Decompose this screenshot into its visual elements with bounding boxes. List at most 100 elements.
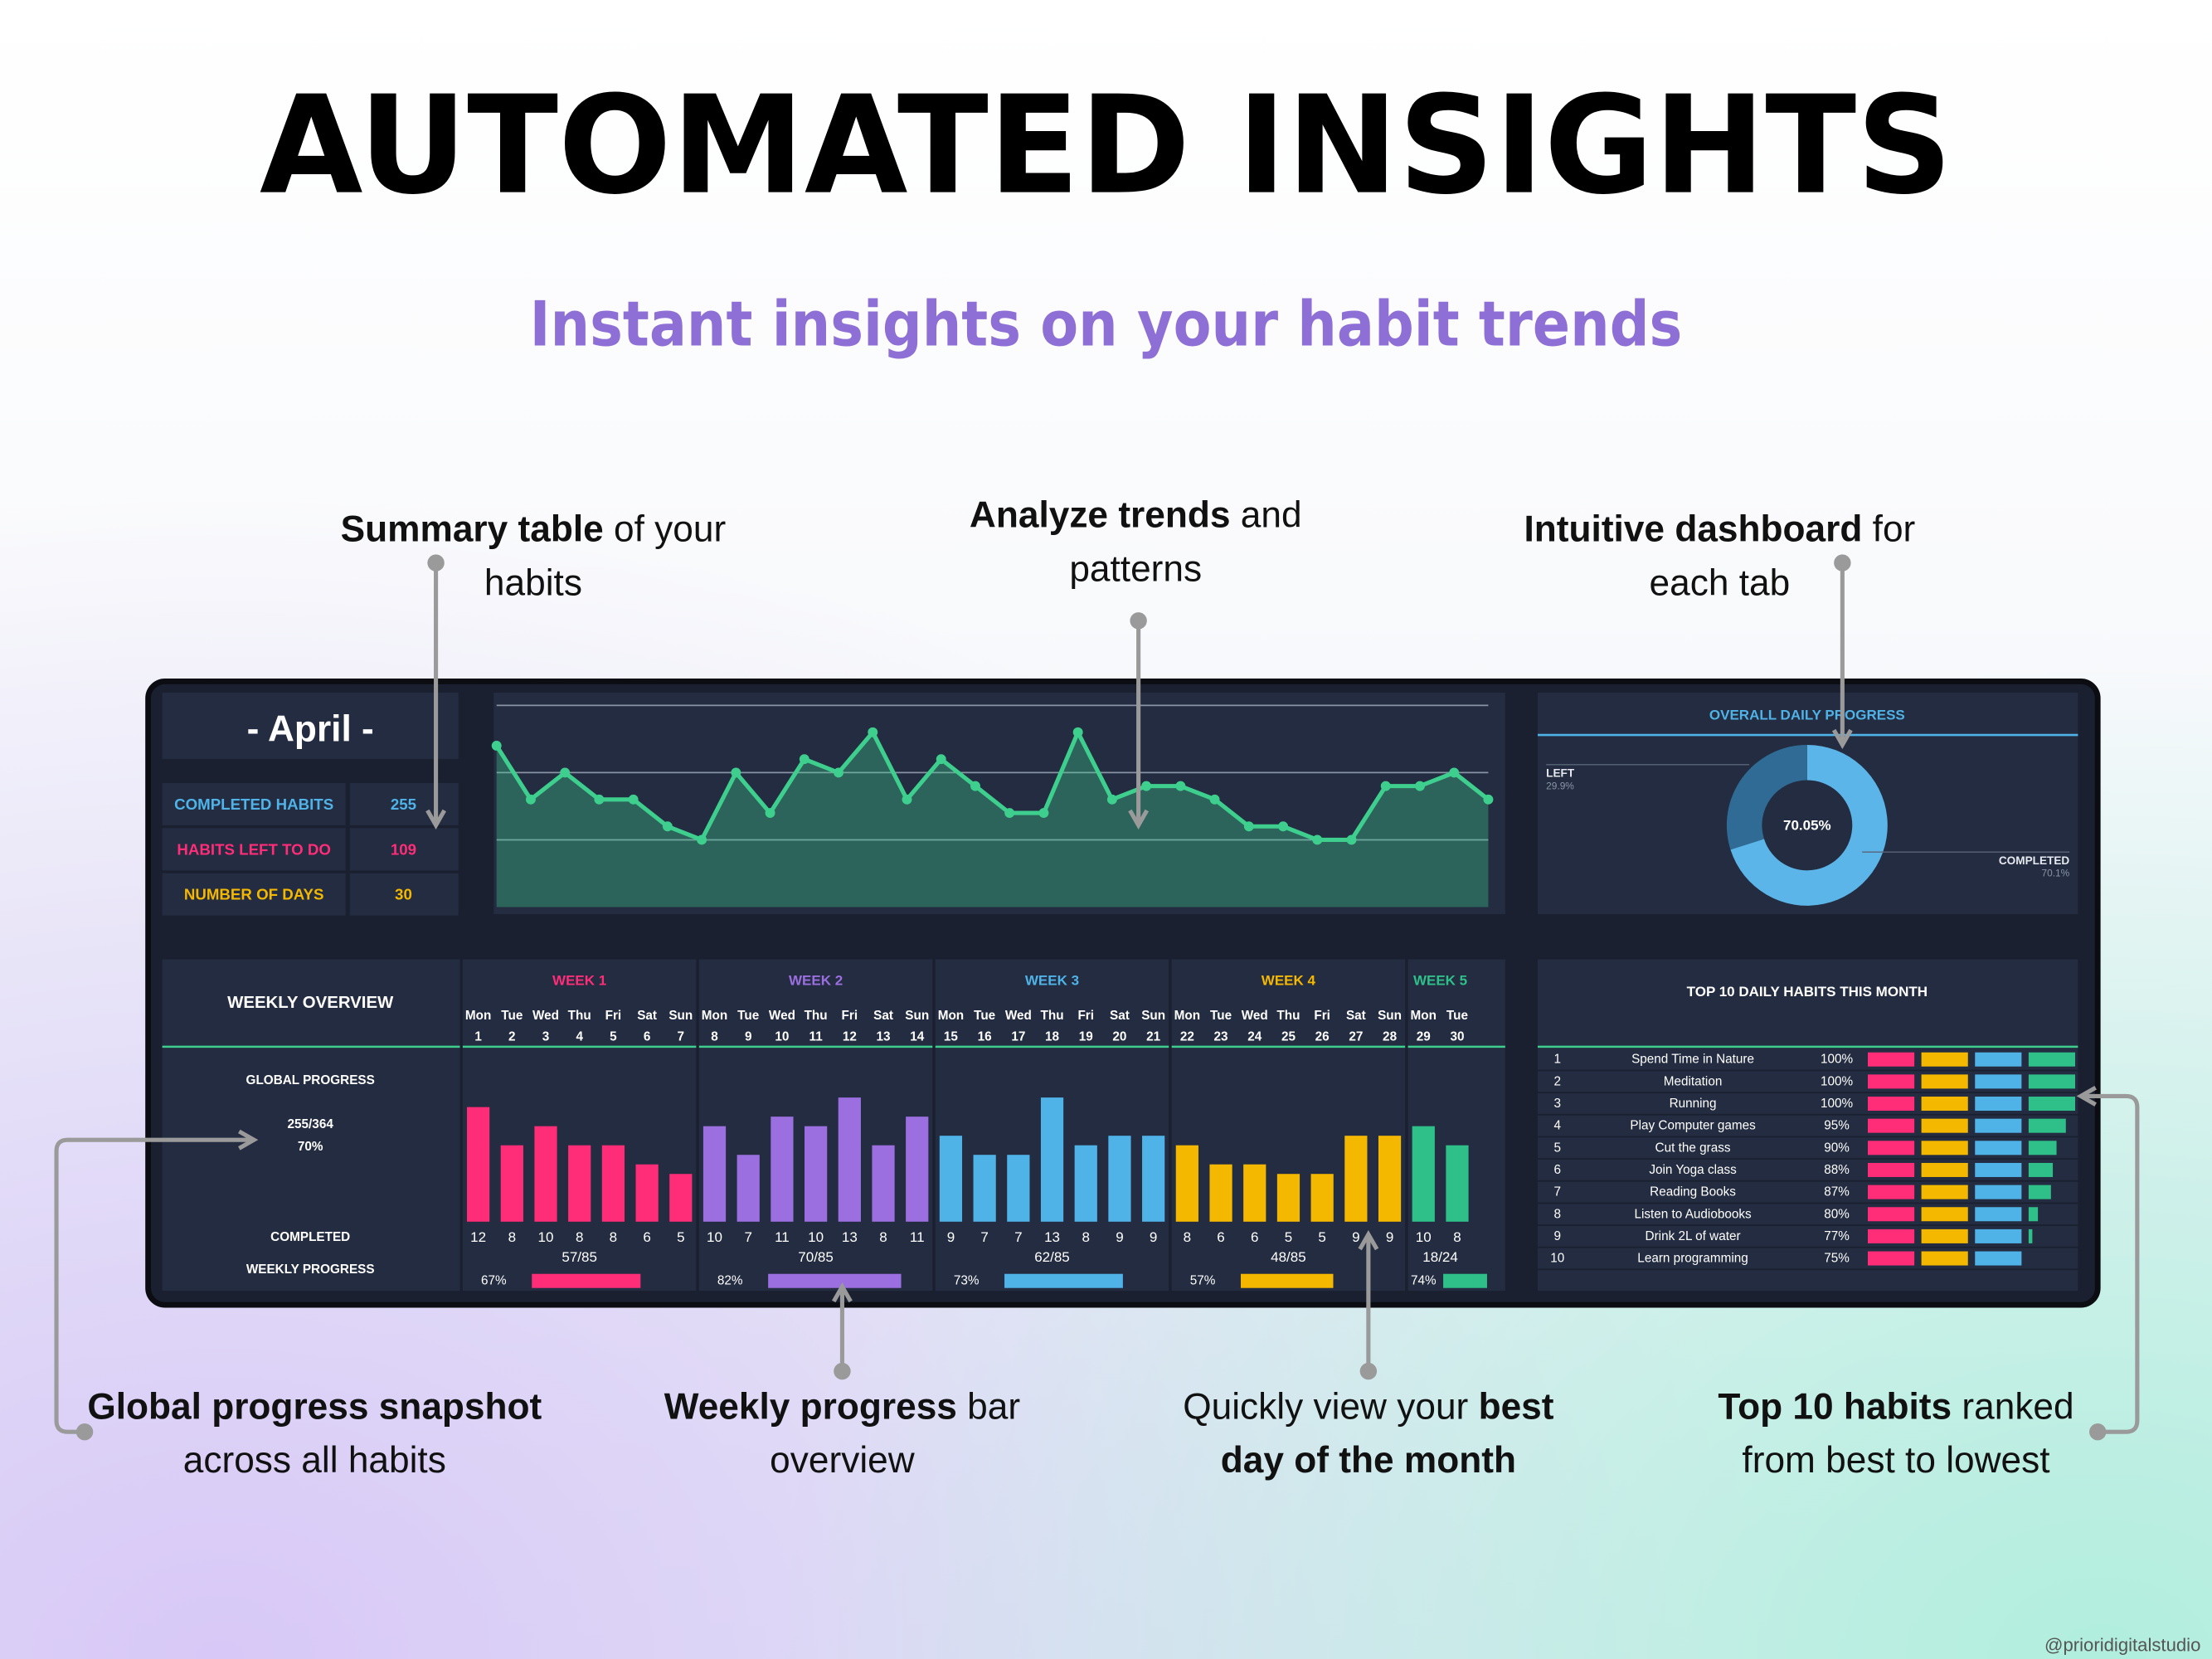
donut-legend-name: LEFT bbox=[1546, 766, 1575, 779]
date: 26 bbox=[1315, 1030, 1330, 1044]
month-panel bbox=[162, 693, 459, 759]
habit-bar bbox=[1975, 1251, 2022, 1266]
trend-point bbox=[834, 767, 843, 778]
day-completed: 5 bbox=[1318, 1229, 1325, 1245]
day-completed: 8 bbox=[610, 1229, 617, 1245]
day-completed: 11 bbox=[910, 1229, 925, 1245]
trend-line bbox=[494, 727, 1490, 843]
day-bar bbox=[771, 1117, 794, 1222]
week-name: WEEK 3 bbox=[1025, 972, 1079, 988]
callout-text: ranked bbox=[1952, 1386, 2074, 1427]
week-progress-label: 57% bbox=[1190, 1274, 1216, 1288]
date: 2 bbox=[508, 1030, 516, 1044]
day-completed: 6 bbox=[1251, 1229, 1258, 1245]
day-bar bbox=[805, 1126, 828, 1222]
page-title: AUTOMATED INSIGHTS bbox=[260, 66, 1952, 225]
weekday: Sat bbox=[637, 1009, 657, 1023]
day-completed: 12 bbox=[470, 1229, 486, 1245]
trend-point bbox=[902, 794, 912, 805]
habit-bar bbox=[1975, 1052, 2022, 1067]
trend-point bbox=[697, 834, 707, 845]
callout-text: overview bbox=[770, 1440, 916, 1481]
global-percent: 70% bbox=[298, 1140, 323, 1154]
trend-point bbox=[1175, 781, 1186, 791]
weekday: Mon bbox=[938, 1009, 964, 1023]
callout-line: each tab bbox=[1650, 562, 1791, 603]
day-completed: 9 bbox=[947, 1229, 955, 1245]
trend-point bbox=[1483, 794, 1494, 805]
trend-point bbox=[1106, 794, 1117, 805]
day-completed: 5 bbox=[677, 1229, 684, 1245]
habit-bar bbox=[1921, 1052, 1968, 1067]
day-completed: 9 bbox=[1150, 1229, 1157, 1245]
connector-dot bbox=[834, 1362, 851, 1380]
date: 15 bbox=[944, 1030, 959, 1044]
habit-rank: 4 bbox=[1554, 1119, 1562, 1133]
week-progress-bar bbox=[768, 1273, 902, 1288]
weekday: Thu bbox=[1041, 1009, 1064, 1023]
connectors bbox=[54, 554, 2140, 1441]
habit-percent: 87% bbox=[1824, 1185, 1850, 1199]
donut-legend-value: 29.9% bbox=[1546, 780, 1574, 791]
callout-line: Analyze trends and bbox=[970, 494, 1302, 535]
weekday: Fri bbox=[842, 1009, 858, 1023]
weekday: Sat bbox=[1346, 1009, 1366, 1023]
day-bar bbox=[1310, 1174, 1334, 1222]
week-ratio: 18/24 bbox=[1422, 1249, 1458, 1265]
habit-percent: 77% bbox=[1824, 1229, 1850, 1243]
day-bar bbox=[1142, 1136, 1165, 1222]
day-completed: 8 bbox=[1082, 1229, 1090, 1245]
week-ratio: 62/85 bbox=[1034, 1249, 1070, 1265]
date: 19 bbox=[1079, 1030, 1093, 1044]
day-completed: 8 bbox=[508, 1229, 516, 1245]
week-progress-label: 67% bbox=[481, 1274, 507, 1288]
weekday: Wed bbox=[1005, 1009, 1032, 1023]
day-completed: 10 bbox=[808, 1229, 824, 1245]
weekday: Tue bbox=[1446, 1009, 1468, 1023]
week-progress-bar bbox=[532, 1273, 641, 1288]
trend-point bbox=[1415, 781, 1425, 791]
day-bar bbox=[1344, 1136, 1368, 1222]
trend-point bbox=[765, 808, 775, 818]
day-completed: 9 bbox=[1116, 1229, 1123, 1245]
habit-bar bbox=[2028, 1141, 2057, 1155]
day-completed: 9 bbox=[1386, 1229, 1393, 1245]
habit-bar bbox=[1975, 1162, 2022, 1177]
habit-bar bbox=[1975, 1207, 2022, 1222]
habit-bar bbox=[1867, 1052, 1915, 1067]
date: 27 bbox=[1349, 1030, 1363, 1044]
trend-point bbox=[1243, 821, 1254, 832]
week-ratio: 48/85 bbox=[1271, 1249, 1306, 1265]
habit-rank: 6 bbox=[1554, 1163, 1562, 1177]
habit-rank: 10 bbox=[1550, 1252, 1564, 1266]
callout-line: across all habits bbox=[183, 1440, 446, 1481]
habit-rank: 2 bbox=[1554, 1074, 1562, 1088]
date: 29 bbox=[1417, 1030, 1431, 1044]
week-name: WEEK 5 bbox=[1413, 972, 1467, 988]
weekday: Tue bbox=[501, 1009, 523, 1023]
trend-point bbox=[936, 754, 946, 765]
day-bar bbox=[1446, 1145, 1469, 1222]
day-completed: 13 bbox=[842, 1229, 858, 1245]
trend-point bbox=[491, 741, 502, 751]
day-bar bbox=[838, 1097, 861, 1222]
habit-name: Meditation bbox=[1664, 1074, 1723, 1088]
habit-bar bbox=[1975, 1074, 2022, 1089]
global-title: GLOBAL PROGRESS bbox=[246, 1073, 375, 1087]
day-bar bbox=[1378, 1136, 1402, 1222]
habit-rank: 9 bbox=[1554, 1229, 1562, 1243]
trend-point bbox=[1312, 834, 1323, 845]
day-bar bbox=[737, 1155, 760, 1222]
summary-value: 109 bbox=[391, 840, 416, 858]
day-completed: 6 bbox=[643, 1229, 650, 1245]
habit-bar bbox=[1921, 1162, 1968, 1177]
summary-cell bbox=[162, 873, 346, 916]
progress-title: WEEKLY PROGRESS bbox=[246, 1262, 375, 1277]
trend-point bbox=[525, 794, 536, 805]
weekday: Wed bbox=[532, 1009, 559, 1023]
callout-text: Quickly view your bbox=[1183, 1386, 1478, 1427]
habit-name: Join Yoga class bbox=[1649, 1163, 1737, 1177]
date: 23 bbox=[1214, 1030, 1228, 1044]
